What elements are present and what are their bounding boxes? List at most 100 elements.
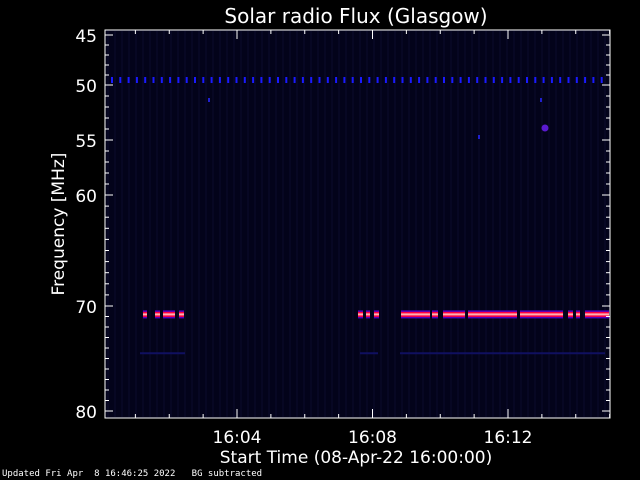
background-noise xyxy=(107,31,606,417)
band-dot xyxy=(177,77,180,83)
band-dot xyxy=(210,77,213,83)
noise-stripe xyxy=(471,31,473,417)
noise-stripe xyxy=(569,31,571,417)
band-segment xyxy=(374,310,379,319)
y-axis: 45 50 55 60 70 80 xyxy=(75,27,610,423)
y-axis-label: Frequency [MHz] xyxy=(49,153,69,296)
noise-stripe xyxy=(170,31,172,417)
band-segment xyxy=(576,310,580,319)
noise-stripe xyxy=(233,31,235,417)
band-dot xyxy=(343,77,346,83)
noise-stripe xyxy=(604,31,606,417)
noise-stripe xyxy=(520,31,522,417)
band-dot xyxy=(443,77,445,83)
band-dot xyxy=(384,77,387,83)
band-dot xyxy=(476,77,479,83)
noise-stripe xyxy=(408,31,410,417)
faint-band xyxy=(360,352,378,355)
noise-point xyxy=(208,98,210,102)
band-segment xyxy=(366,310,370,319)
band-peak xyxy=(143,313,147,316)
band-dot xyxy=(185,77,188,83)
noise-stripe xyxy=(590,31,592,417)
band-segment xyxy=(143,310,147,319)
band-dot xyxy=(517,77,520,83)
band-dot xyxy=(227,77,230,83)
noise-stripe xyxy=(422,31,424,417)
band-dot xyxy=(351,77,354,83)
noise-stripe xyxy=(401,31,403,417)
band-dot xyxy=(575,77,578,83)
band-dot xyxy=(409,77,412,83)
noise-stripe xyxy=(436,31,438,417)
noise-stripe xyxy=(562,31,564,417)
band-dot xyxy=(318,77,321,83)
noise-stripe xyxy=(338,31,340,417)
noise-stripe xyxy=(583,31,585,417)
noise-stripe xyxy=(205,31,207,417)
band-dot xyxy=(559,77,562,83)
noise-stripe xyxy=(380,31,382,417)
faint-band xyxy=(400,352,605,355)
band-dot xyxy=(484,77,487,83)
band-peak xyxy=(374,313,379,316)
band-segment xyxy=(585,310,609,319)
noise-stripe xyxy=(121,31,123,417)
band-dot xyxy=(592,77,595,83)
y-tick-label: 70 xyxy=(75,298,97,318)
band-dot xyxy=(509,77,512,83)
noise-stripe xyxy=(450,31,452,417)
band-peak xyxy=(358,313,363,316)
noise-stripe xyxy=(303,31,305,417)
band-dot xyxy=(144,77,147,83)
band-peak xyxy=(576,313,580,316)
band-dot xyxy=(368,77,371,83)
x-tick-label: 16:08 xyxy=(348,428,397,448)
noise-stripe xyxy=(226,31,228,417)
noise-stripe xyxy=(352,31,354,417)
band-segment xyxy=(520,310,563,319)
noise-stripe xyxy=(247,31,249,417)
noise-stripe xyxy=(429,31,431,417)
band-dot xyxy=(492,77,495,83)
noise-stripe xyxy=(387,31,389,417)
band-segment xyxy=(163,310,175,319)
band-dot xyxy=(360,77,362,83)
band-dot xyxy=(243,77,246,83)
band-dot xyxy=(218,77,221,83)
noise-stripe xyxy=(163,31,165,417)
band-dot xyxy=(418,77,421,83)
noise-stripe xyxy=(359,31,361,417)
y-tick-label: 45 xyxy=(75,27,97,47)
band-segment xyxy=(358,310,363,319)
noise-stripe xyxy=(331,31,333,417)
noise-stripe xyxy=(135,31,137,417)
band-dot xyxy=(268,77,271,83)
noise-stripe xyxy=(177,31,179,417)
band-peak xyxy=(568,313,573,316)
noise-stripe xyxy=(268,31,270,417)
noise-stripe xyxy=(240,31,242,417)
band-dot xyxy=(526,77,528,83)
band-dot xyxy=(401,77,404,83)
noise-stripe xyxy=(191,31,193,417)
band-dot xyxy=(135,77,138,83)
band-peak xyxy=(155,313,160,316)
emission-bands xyxy=(111,77,609,355)
band-dot xyxy=(252,77,255,83)
band-dot xyxy=(293,77,296,83)
band-dot xyxy=(451,77,454,83)
noise-stripe xyxy=(261,31,263,417)
noise-stripe xyxy=(128,31,130,417)
band-dot xyxy=(600,77,603,83)
noise-stripe xyxy=(513,31,515,417)
noise-stripe xyxy=(198,31,200,417)
band-dot xyxy=(202,77,205,83)
burst-point xyxy=(541,124,549,132)
noise-stripe xyxy=(541,31,543,417)
band-segment xyxy=(443,310,465,319)
noise-stripe xyxy=(282,31,284,417)
noise-stripe xyxy=(443,31,445,417)
band-dot xyxy=(426,77,429,83)
